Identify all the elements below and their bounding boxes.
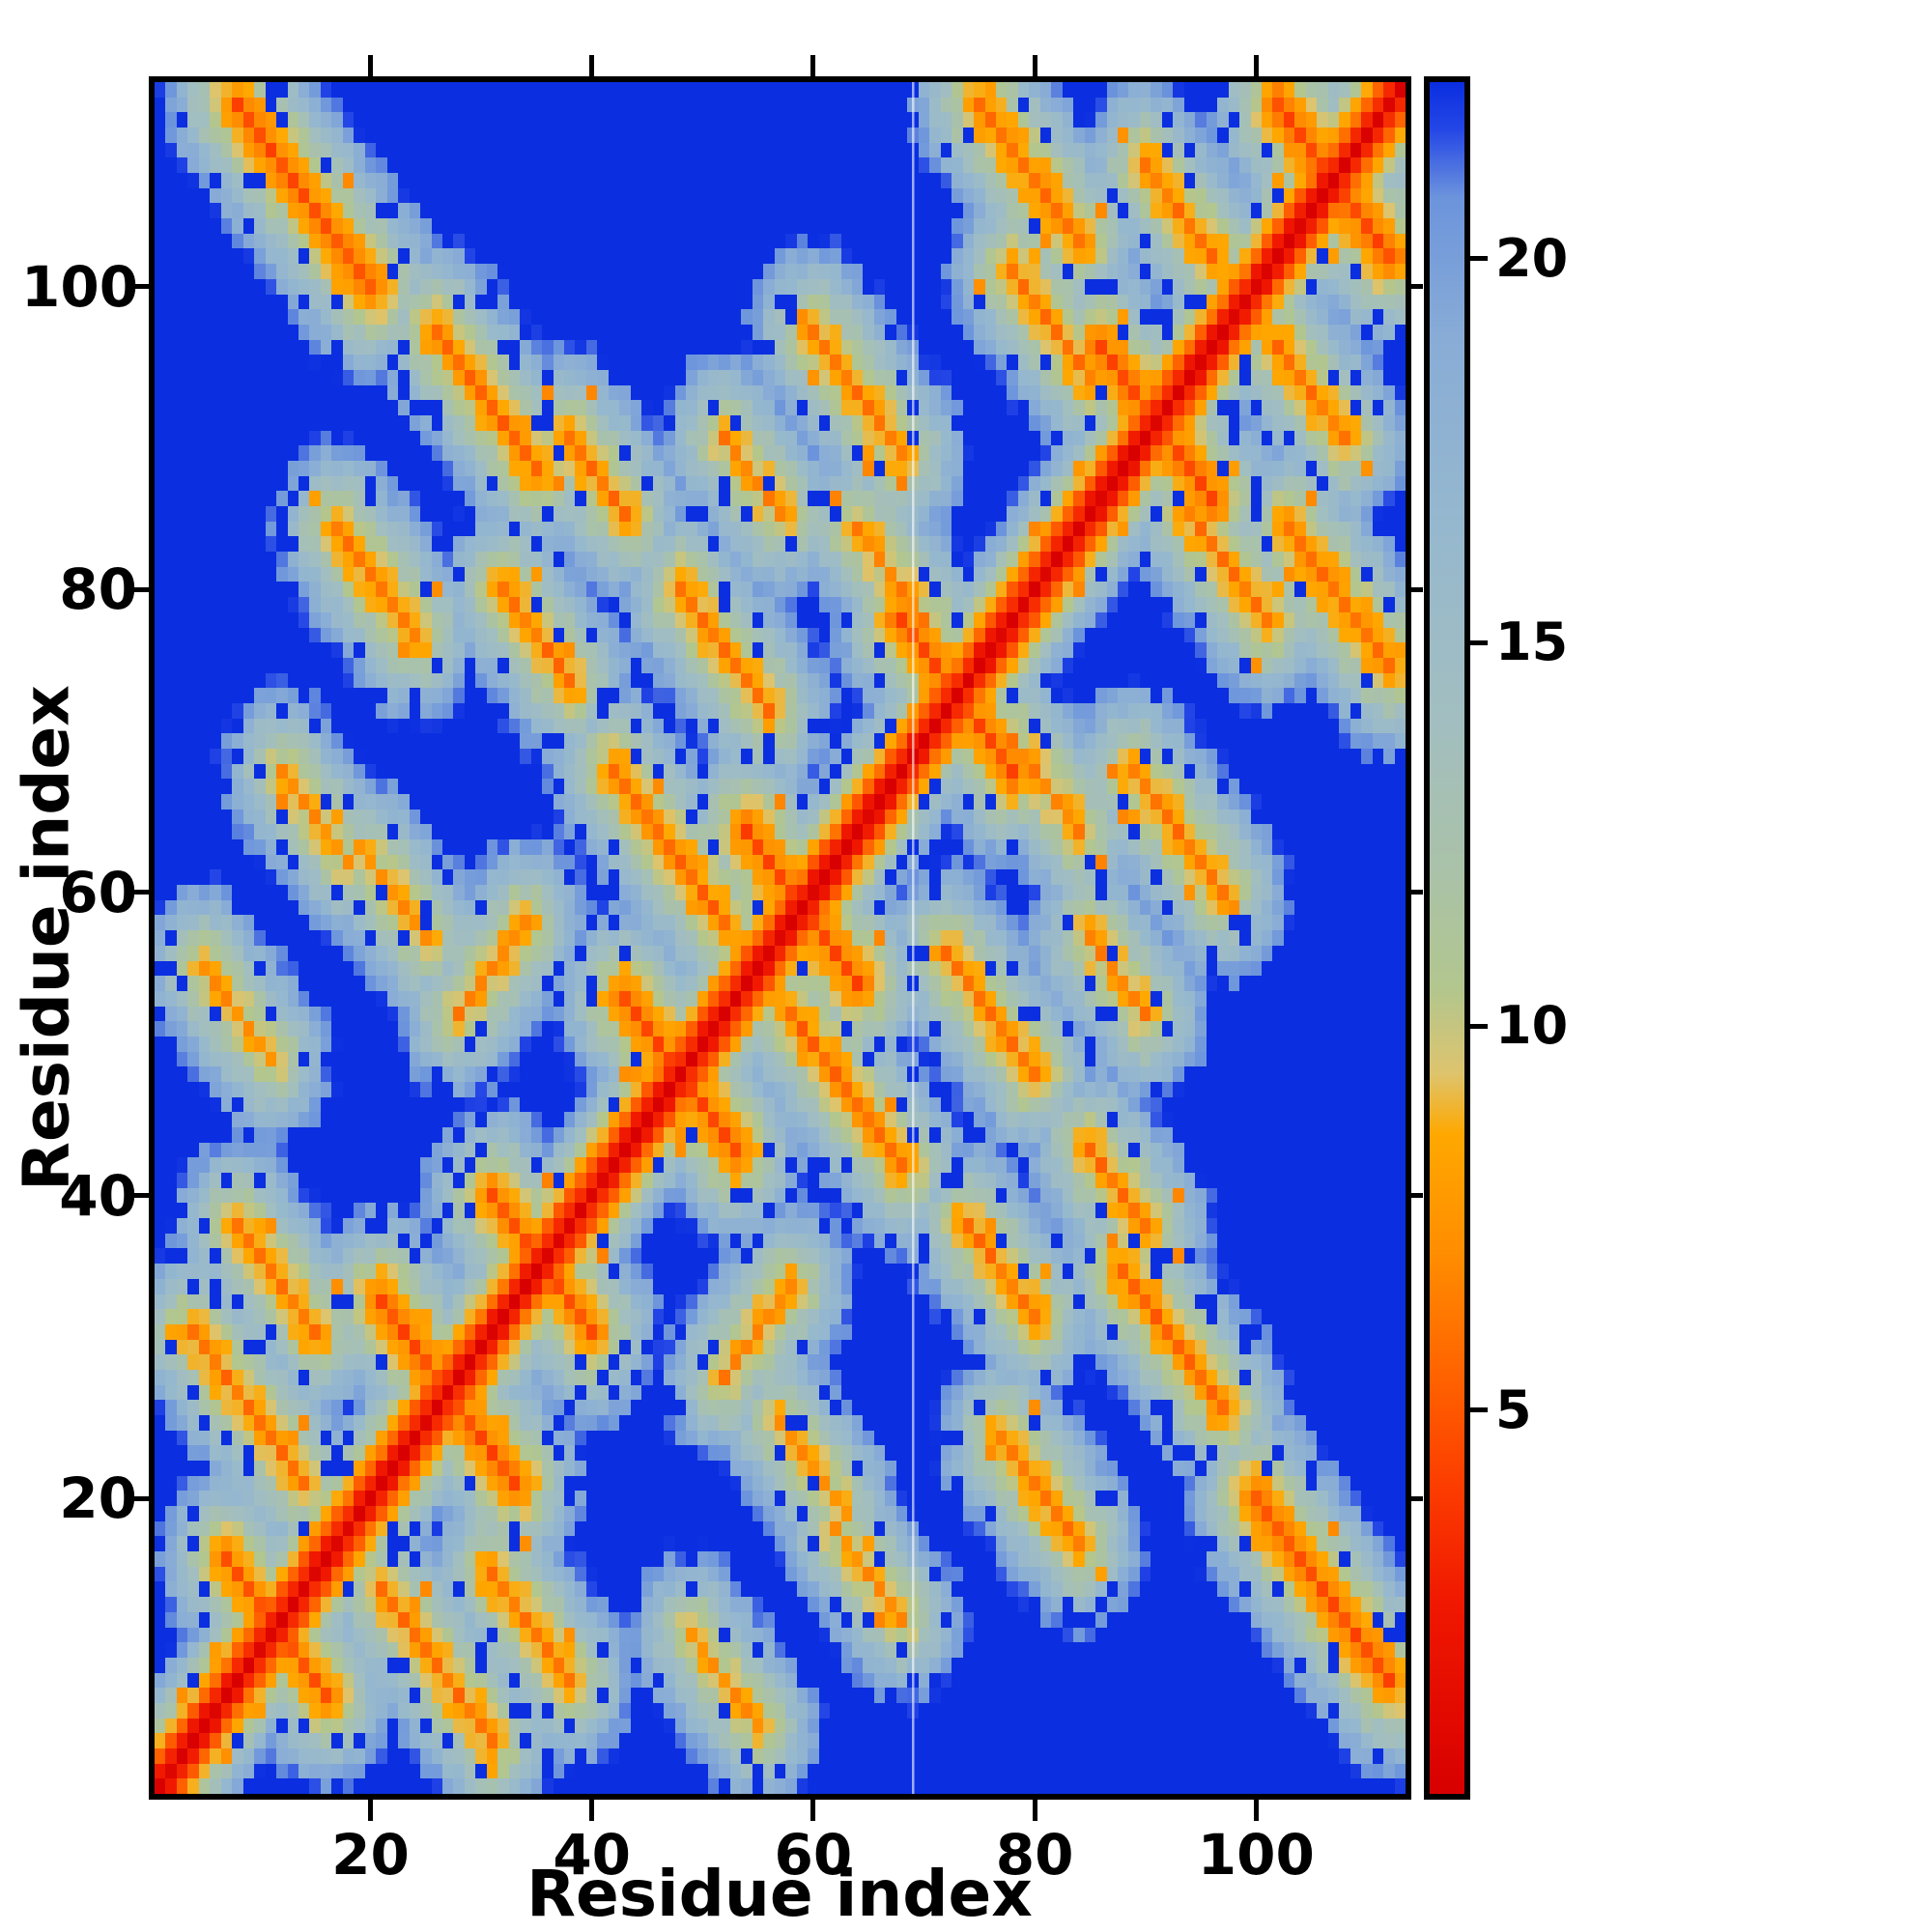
x-tick <box>589 1800 595 1821</box>
y-tick-right <box>1411 1495 1423 1501</box>
y-tick-right <box>1411 586 1423 592</box>
y-tick-right <box>1411 1193 1423 1199</box>
x-tick-label: 40 <box>553 1822 632 1888</box>
x-tick-label: 80 <box>995 1822 1074 1888</box>
colorbar-tick-label: 10 <box>1495 995 1569 1057</box>
y-tick-label: 60 <box>59 859 137 925</box>
y-tick <box>128 586 149 592</box>
y-tick <box>128 1495 149 1501</box>
colorbar <box>1430 82 1464 1794</box>
x-tick-top <box>589 55 595 76</box>
y-axis-title: Residue index <box>9 685 84 1191</box>
x-tick <box>1032 1800 1037 1821</box>
y-tick-label: 100 <box>21 253 139 320</box>
y-tick-label: 80 <box>59 556 137 623</box>
y-tick-label: 40 <box>59 1162 137 1229</box>
x-tick <box>810 1800 816 1821</box>
x-tick-top <box>1253 55 1259 76</box>
colorbar-tick-label: 5 <box>1495 1378 1532 1440</box>
colorbar-tick-label: 15 <box>1495 611 1569 673</box>
x-tick-label: 100 <box>1197 1822 1315 1888</box>
y-tick-right <box>1411 890 1423 895</box>
x-tick <box>367 1800 373 1821</box>
x-tick <box>1253 1800 1259 1821</box>
heatmap-canvas <box>155 82 1406 1794</box>
colorbar-tick <box>1470 1407 1488 1413</box>
colorbar-tick <box>1470 639 1488 645</box>
x-tick-top <box>367 55 373 76</box>
y-tick-label: 20 <box>59 1465 137 1532</box>
x-tick-top <box>810 55 816 76</box>
y-tick-right <box>1411 284 1423 290</box>
x-tick-label: 20 <box>331 1822 410 1888</box>
colorbar-tick <box>1470 1023 1488 1029</box>
colorbar-tick <box>1470 256 1488 262</box>
y-tick <box>128 1193 149 1199</box>
y-tick <box>128 284 149 290</box>
x-tick-top <box>1032 55 1037 76</box>
colorbar-tick-label: 20 <box>1495 227 1569 289</box>
y-tick <box>128 890 149 895</box>
x-axis-title: Residue index <box>526 1857 1033 1931</box>
x-tick-label: 60 <box>774 1822 853 1888</box>
